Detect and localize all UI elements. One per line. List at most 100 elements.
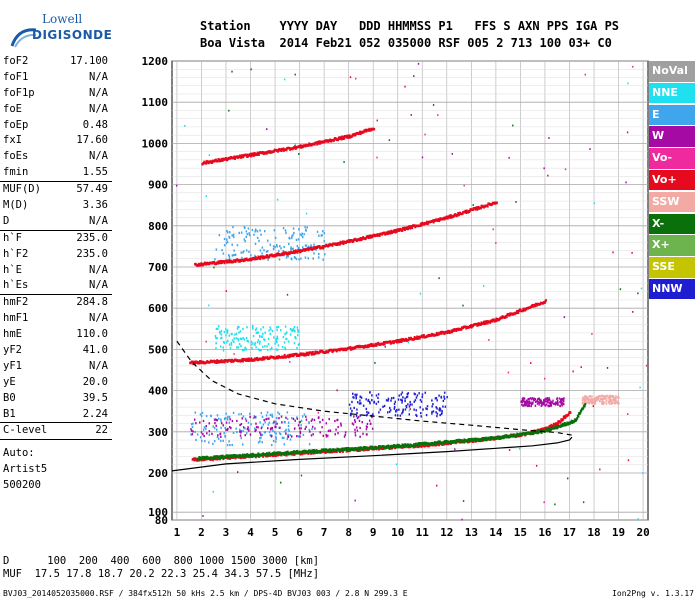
echo-point	[355, 395, 357, 398]
echo-point	[217, 434, 219, 437]
param-name: h`Es	[3, 279, 29, 292]
param-value: 110.0	[76, 328, 108, 341]
trace-point	[543, 301, 546, 305]
echo-point	[387, 397, 390, 400]
echo-point	[259, 229, 261, 232]
echo-point	[261, 246, 264, 249]
echo-point	[262, 326, 264, 329]
echo-point	[605, 397, 607, 400]
noise-point	[463, 184, 465, 187]
echo-point	[195, 422, 197, 425]
trace-point	[216, 359, 219, 362]
param-name: h`E	[3, 263, 22, 276]
echo-point	[563, 403, 565, 406]
echo-point	[294, 256, 297, 259]
trace-point	[479, 439, 482, 442]
trace-point	[366, 345, 369, 349]
trace-point	[492, 318, 495, 321]
echo-point	[291, 236, 293, 240]
echo-point	[290, 328, 292, 331]
echo-point	[227, 415, 229, 418]
noise-point	[461, 518, 463, 521]
trace-point	[262, 452, 265, 455]
noise-point	[508, 156, 510, 159]
echo-point	[285, 416, 287, 419]
trace-point	[364, 128, 367, 132]
echo-point	[219, 432, 222, 435]
echo-point	[299, 435, 301, 438]
trace-point	[365, 130, 368, 133]
echo-point	[439, 409, 441, 412]
noise-point	[424, 133, 426, 136]
echo-point	[320, 234, 323, 237]
echo-point	[303, 233, 305, 236]
trace-point	[319, 450, 322, 454]
noise-point	[184, 125, 186, 127]
echo-point	[264, 421, 266, 424]
echo-point	[614, 397, 616, 400]
echo-point	[274, 423, 277, 426]
trace-point	[398, 229, 401, 232]
plot-frame	[171, 60, 649, 521]
trace-point	[529, 431, 531, 434]
echo-point	[318, 416, 320, 419]
echo-point	[528, 401, 531, 404]
echo-point	[377, 400, 380, 403]
echo-point	[267, 423, 270, 426]
x-tick-label: 4	[247, 526, 254, 539]
param-row: D N/A	[0, 214, 112, 231]
echo-point	[308, 421, 310, 425]
noise-point	[175, 184, 178, 187]
trace-point	[238, 154, 241, 157]
echo-point	[277, 325, 280, 329]
echo-point	[321, 418, 324, 421]
echo-point	[250, 340, 253, 343]
trace-point	[332, 139, 335, 143]
echo-point	[541, 403, 544, 406]
trace-point	[347, 134, 350, 137]
autoscaling-info: Artist5	[3, 463, 48, 476]
noise-point	[547, 174, 549, 177]
noise-point	[515, 201, 517, 203]
trace-point	[340, 136, 343, 140]
echo-point	[240, 231, 243, 234]
echo-point	[355, 414, 358, 417]
trace-point	[443, 216, 446, 220]
noise-point	[349, 76, 352, 79]
echo-point	[584, 395, 586, 398]
trace-point	[571, 421, 574, 425]
echo-point	[356, 429, 359, 432]
trace-point	[517, 311, 520, 315]
trace-point	[262, 255, 265, 258]
echo-point	[239, 428, 241, 431]
trace-point	[220, 259, 223, 263]
trace-point	[225, 157, 228, 160]
noise-point	[289, 360, 291, 363]
echo-point	[287, 340, 290, 343]
echo-point	[604, 395, 607, 398]
trace-point	[211, 161, 214, 164]
echo-point	[360, 396, 363, 399]
noise-point	[208, 304, 210, 307]
param-value: N/A	[89, 263, 108, 276]
echo-point	[526, 402, 529, 405]
trace-point	[258, 256, 261, 259]
trace-point	[331, 244, 334, 247]
echo-point	[344, 433, 347, 436]
echo-point	[323, 232, 326, 235]
echo-point	[558, 397, 561, 400]
echo-point	[293, 255, 296, 259]
echo-point	[524, 402, 527, 405]
legend-entry: SSE	[649, 257, 695, 278]
trace-point	[573, 420, 576, 423]
echo-point	[254, 328, 257, 331]
echo-point	[301, 235, 304, 239]
trace-point	[449, 441, 452, 445]
echo-point	[441, 409, 443, 413]
noise-point	[388, 139, 391, 142]
trace-point	[324, 449, 327, 452]
param-row: M(D) 3.36	[0, 198, 112, 214]
echo-point	[248, 234, 251, 237]
trace-point	[530, 432, 533, 435]
echo-point	[225, 334, 227, 337]
